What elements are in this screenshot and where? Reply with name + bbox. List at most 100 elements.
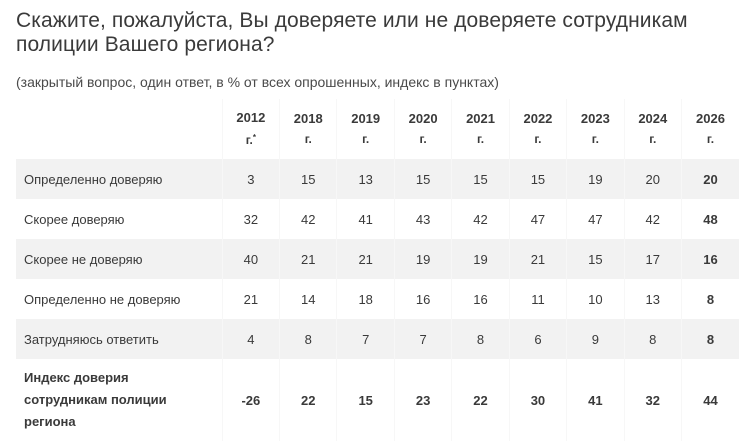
index-label-line: сотрудникам полиции <box>24 392 167 407</box>
table-cell: 15 <box>451 159 510 199</box>
header-year-cell: 2018 г. <box>279 99 337 159</box>
row-label: Определенно не доверяю <box>24 291 181 307</box>
table-cell: 3 <box>221 159 280 199</box>
header-year-suffix: г. <box>706 132 715 146</box>
index-label-line: региона <box>24 414 76 429</box>
header-year-suffix-text: г. <box>245 133 253 147</box>
table-cell: 47 <box>566 199 625 239</box>
table-cell: 8 <box>279 319 337 359</box>
trust-table: 2012 г.* 2018 г. 2019 г. 2020 г. 2021 г. 2022… <box>16 99 739 441</box>
header-year-cell: 2021 г. <box>451 99 510 159</box>
table-header-row: 2012 г.* 2018 г. 2019 г. 2020 г. 2021 г. 2022… <box>16 99 739 159</box>
table-cell: 15 <box>508 159 567 199</box>
index-row-label: Индекс доверия сотрудникам полиции региона <box>16 359 222 441</box>
table-cell: 8 <box>623 319 682 359</box>
header-year-cell: 2022 г. <box>508 99 567 159</box>
index-cell: 44 <box>681 359 739 441</box>
index-row: Индекс доверия сотрудникам полиции региона… <box>16 359 739 441</box>
header-year: 2012 <box>236 110 266 125</box>
table-cell: 11 <box>508 279 567 319</box>
table-cell: 19 <box>566 159 625 199</box>
row-label: Скорее не доверяю <box>16 239 223 279</box>
header-year-suffix: г. <box>304 132 312 146</box>
table-cell: 7 <box>336 319 395 359</box>
header-year-cell: 2023 г. <box>566 99 625 159</box>
page-title: Скажите, пожалуйста, Вы доверяете или не… <box>16 9 688 56</box>
table-cell-latest: 8 <box>681 279 739 319</box>
table-cell-latest: 16 <box>681 239 739 279</box>
header-year: 2023 <box>580 111 610 126</box>
table-cell: 4 <box>221 319 280 359</box>
header-year-cell: 2020 г. <box>393 99 452 159</box>
header-year-suffix: г. <box>591 132 599 146</box>
table-cell: 15 <box>393 159 452 199</box>
footnote-mark: * <box>252 133 256 142</box>
header-year-suffix: г. <box>534 132 542 146</box>
table-cell: 10 <box>566 279 625 319</box>
header-year-cell: 2024 г. <box>623 99 682 159</box>
table-cell: 7 <box>393 319 452 359</box>
index-cell: 30 <box>508 359 567 441</box>
table-cell: 43 <box>393 199 452 239</box>
table-cell: 42 <box>451 199 510 239</box>
row-label: Определенно доверяю <box>16 159 223 199</box>
table-cell: 17 <box>623 239 682 279</box>
header-year-cell: 2012 г.* <box>221 99 280 159</box>
table-cell: 19 <box>451 239 510 279</box>
table-cell: 21 <box>508 239 567 279</box>
table-cell: 13 <box>336 159 395 199</box>
table-cell: 15 <box>566 239 625 279</box>
header-year-suffix: г. <box>362 132 370 146</box>
header-year-cell: 2026 г. <box>681 99 739 159</box>
header-year: 2026 <box>696 111 725 126</box>
table-cell: 41 <box>336 199 395 239</box>
header-year: 2024 <box>638 111 668 126</box>
header-year: 2020 <box>408 111 438 126</box>
table-cell: 16 <box>451 279 510 319</box>
table-cell-latest: 8 <box>681 319 739 359</box>
header-year: 2021 <box>466 111 495 126</box>
header-year: 2018 <box>293 111 323 126</box>
header-label-cell <box>16 99 222 159</box>
table-cell: 19 <box>393 239 452 279</box>
index-cell: 23 <box>393 359 452 441</box>
header-year-suffix: г. <box>419 132 427 146</box>
table-cell: 13 <box>623 279 682 319</box>
table-cell: 42 <box>623 199 682 239</box>
table-cell: 42 <box>279 199 337 239</box>
header-year-suffix: г. <box>649 132 657 146</box>
table-cell: 40 <box>221 239 280 279</box>
table-cell: 9 <box>566 319 625 359</box>
header-year: 2022 <box>523 111 553 126</box>
table-cell: 14 <box>279 279 337 319</box>
index-cell: 32 <box>623 359 682 441</box>
header-year-suffix: г.* <box>223 128 279 150</box>
table-row: Затрудняюсь ответить 4 8 7 7 8 6 9 8 8 <box>16 319 739 359</box>
row-label: Скорее доверяю <box>24 211 125 227</box>
header-year: 2019 <box>351 111 381 126</box>
table-cell: 16 <box>393 279 452 319</box>
index-cell: 15 <box>336 359 395 441</box>
table-cell: 6 <box>508 319 567 359</box>
page-subtitle: (закрытый вопрос, один ответ, в % от все… <box>16 74 499 90</box>
index-cell: 41 <box>566 359 625 441</box>
index-cell: 22 <box>451 359 510 441</box>
table-row: Скорее доверяю 32 42 41 43 42 47 47 42 4… <box>16 199 739 239</box>
header-year-suffix: г. <box>476 132 485 146</box>
table-cell: 47 <box>508 199 567 239</box>
table-row: Скорее не доверяю 40 21 21 19 19 21 15 1… <box>16 239 739 279</box>
table-cell: 32 <box>221 199 280 239</box>
table-cell: 8 <box>451 319 510 359</box>
table-cell: 21 <box>279 239 337 279</box>
table-cell: 18 <box>336 279 395 319</box>
row-label: Затрудняюсь ответить <box>16 319 223 359</box>
table-cell: 20 <box>623 159 682 199</box>
table-cell: 21 <box>336 239 395 279</box>
index-cell: -26 <box>221 359 280 441</box>
index-cell: 22 <box>279 359 337 441</box>
table-row: Определенно не доверяю 21 14 18 16 16 11… <box>16 279 739 319</box>
index-label-line: Индекс доверия <box>24 370 129 385</box>
table-row: Определенно доверяю 3 15 13 15 15 15 19 … <box>16 159 739 199</box>
table-cell: 21 <box>221 279 280 319</box>
